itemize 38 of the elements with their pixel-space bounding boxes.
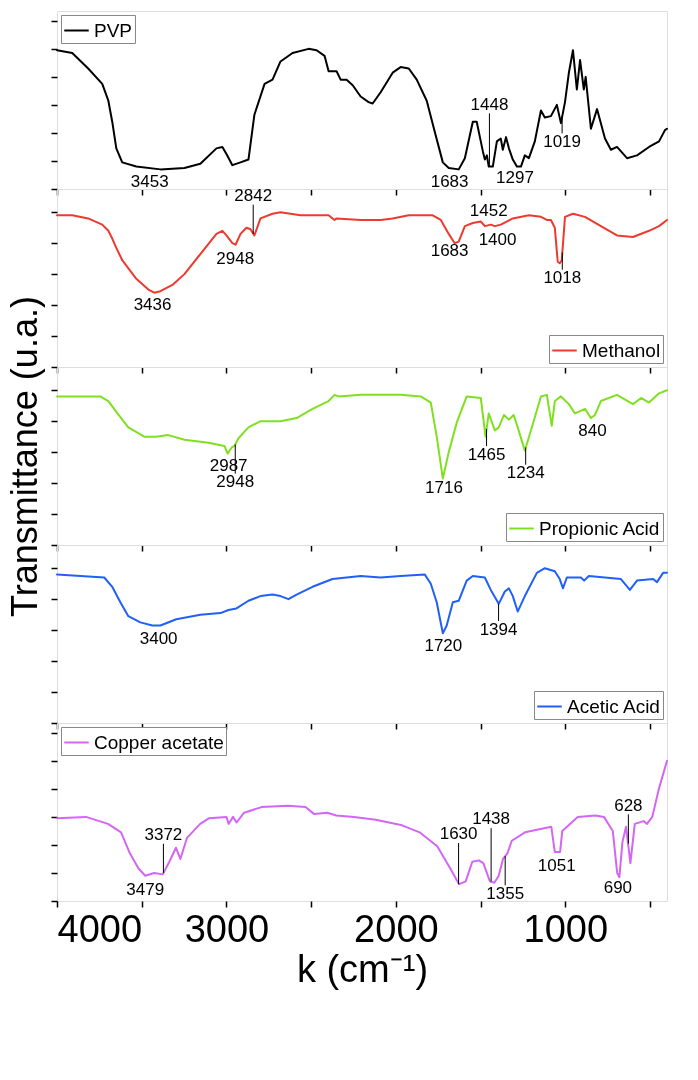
annotation: 628	[614, 795, 643, 815]
annotation: 1448	[470, 94, 509, 114]
annotation: 1630	[439, 824, 478, 844]
annotation: 1683	[430, 240, 469, 260]
annotation: 1051	[537, 855, 576, 875]
annotation: 1452	[469, 200, 508, 220]
annotation: 1465	[467, 444, 506, 464]
annotation: 1720	[424, 635, 463, 655]
annotation: 1683	[430, 171, 469, 191]
legend-label: Methanol	[582, 339, 661, 361]
x-axis-title: k (cm⁻¹)	[296, 947, 429, 990]
annotation: 690	[603, 878, 633, 898]
annotation: 1297	[496, 167, 534, 187]
annotation: 2842	[234, 185, 273, 205]
annotation: 3436	[133, 295, 172, 315]
legend-label: Copper acetate	[94, 731, 224, 753]
annotation: 1234	[506, 463, 545, 483]
annotation: 1018	[543, 268, 582, 288]
annotation: 1400	[478, 230, 517, 250]
annotation: 3372	[144, 824, 183, 844]
legend-label: Acetic Acid	[567, 695, 660, 717]
annotation: 1394	[479, 619, 518, 639]
annotation: 840	[578, 420, 607, 440]
annotation: 2948	[216, 248, 255, 268]
annotation: 1355	[486, 884, 525, 904]
x-tick-label: 1000	[523, 907, 609, 950]
x-tick-label: 3000	[184, 907, 270, 950]
annotation: 3400	[139, 629, 178, 649]
annotation: 1716	[425, 477, 463, 497]
x-tick-label: 4000	[57, 907, 143, 950]
legend-label: PVP	[94, 19, 133, 41]
y-axis-title: Transmittance (u.a.)	[3, 296, 45, 617]
annotation: 1019	[543, 132, 582, 152]
annotation: 2948	[216, 472, 255, 492]
legend-label: Propionic Acid	[539, 517, 660, 539]
annotation: 3453	[130, 171, 169, 191]
annotation: 3479	[126, 879, 165, 899]
x-tick-label: 2000	[354, 907, 439, 950]
